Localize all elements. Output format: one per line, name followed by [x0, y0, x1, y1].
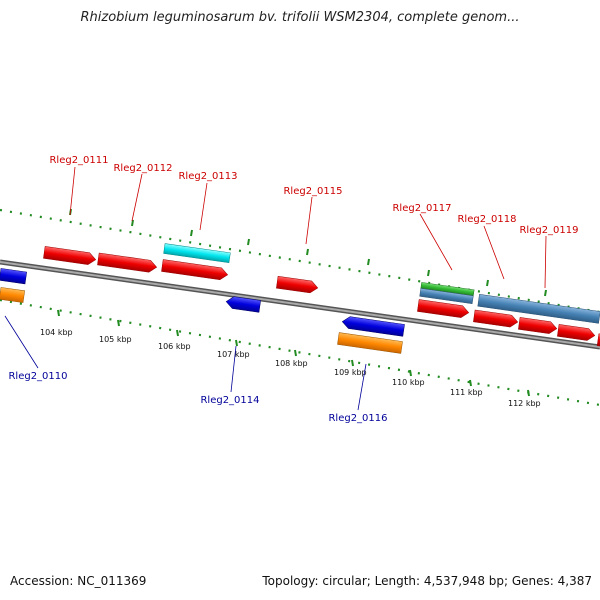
forward-features — [43, 243, 600, 348]
gene-feature[interactable] — [473, 309, 519, 328]
outer-tick-ring — [0, 208, 600, 314]
bottom-gene-labels: Rleg2_0110 Rleg2_0114 Rleg2_0116 — [8, 371, 387, 424]
gene-label[interactable]: Rleg2_0116 — [328, 413, 387, 424]
gene-feature[interactable] — [0, 287, 26, 303]
gene-label[interactable]: Rleg2_0115 — [283, 186, 342, 197]
accession-label: Accession: NC_011369 — [10, 574, 147, 588]
topology-label: Topology: circular; Length: 4,537,948 bp… — [262, 574, 592, 588]
scale-labels: 104 kbp 105 kbp 106 kbp 107 kbp 108 kbp … — [40, 328, 541, 408]
gene-feature[interactable] — [161, 259, 229, 281]
top-gene-labels: Rleg2_0111 Rleg2_0112 Rleg2_0113 Rleg2_0… — [49, 155, 578, 236]
scale-label: 107 kbp — [217, 350, 250, 359]
scale-label: 109 kbp — [334, 368, 367, 377]
gene-label[interactable]: Rleg2_0111 — [49, 155, 108, 166]
gene-feature[interactable] — [341, 316, 405, 337]
gene-feature[interactable] — [43, 246, 97, 265]
scale-label: 105 kbp — [99, 335, 132, 344]
map-title: Rhizobium leguminosarum bv. trifolii WSM… — [80, 10, 520, 25]
misc-feature[interactable] — [477, 294, 600, 324]
gene-feature[interactable] — [337, 332, 403, 354]
reverse-features — [0, 268, 405, 354]
gene-feature[interactable] — [518, 317, 558, 334]
gene-label[interactable]: Rleg2_0112 — [113, 163, 172, 174]
gene-feature[interactable] — [0, 268, 27, 285]
gene-label[interactable]: Rleg2_0113 — [178, 171, 237, 182]
gene-feature[interactable] — [417, 299, 470, 319]
gene-feature[interactable] — [276, 275, 319, 294]
scale-label: 104 kbp — [40, 328, 73, 337]
top-label-leaders — [69, 166, 547, 289]
misc-feature[interactable] — [419, 288, 474, 305]
scale-label: 112 kbp — [508, 399, 541, 408]
inner-scale-ring — [0, 298, 600, 407]
genome-backbone — [0, 259, 600, 350]
scale-label: 108 kbp — [275, 359, 308, 368]
gene-feature[interactable] — [97, 252, 158, 273]
gene-label[interactable]: Rleg2_0110 — [8, 371, 67, 382]
gene-feature[interactable] — [557, 324, 596, 341]
gene-label[interactable]: Rleg2_0114 — [200, 395, 259, 406]
gene-label[interactable]: Rleg2_0119 — [519, 225, 578, 236]
gene-label[interactable]: Rleg2_0117 — [392, 203, 451, 214]
scale-label: 110 kbp — [392, 378, 425, 387]
bottom-label-leaders — [4, 315, 367, 411]
scale-label: 106 kbp — [158, 342, 191, 351]
gene-feature[interactable] — [225, 296, 261, 313]
scale-label: 111 kbp — [450, 388, 483, 397]
trna-feature[interactable] — [163, 243, 231, 264]
gene-label[interactable]: Rleg2_0118 — [457, 214, 516, 225]
